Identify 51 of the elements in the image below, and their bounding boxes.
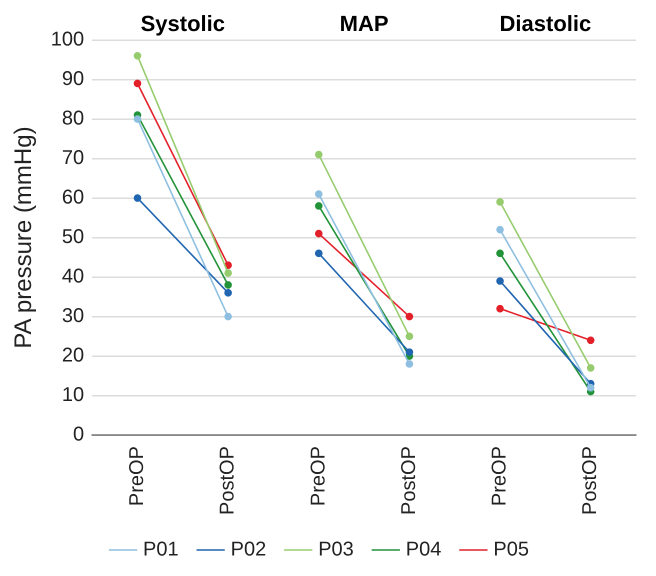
y-tick-label: 40: [62, 266, 84, 288]
y-tick-label: 80: [62, 108, 84, 130]
point: [586, 336, 594, 344]
point: [496, 198, 504, 206]
point: [224, 281, 232, 289]
point: [314, 202, 323, 210]
point: [406, 312, 414, 320]
point: [406, 360, 414, 368]
point: [224, 269, 232, 277]
y-tick-label: 10: [62, 384, 84, 406]
point: [134, 80, 142, 88]
y-tick-label: 20: [62, 344, 84, 367]
x-tick-label: PreOP: [307, 446, 330, 506]
x-tick-label: PreOP: [126, 446, 148, 506]
legend-label: P01: [143, 538, 179, 561]
point: [314, 230, 323, 238]
text: Diastolic: [500, 11, 592, 36]
point: [406, 348, 414, 356]
y-axis-title: PA pressure (mmHg): [10, 126, 38, 349]
point: [224, 312, 232, 320]
x-tick-label: PostOP: [398, 446, 420, 516]
legend-label: P03: [318, 538, 354, 561]
point: [134, 194, 142, 202]
text: Systolic: [140, 11, 225, 36]
text: MAP: [340, 11, 389, 36]
y-tick-label: 50: [62, 226, 84, 248]
legend-label: P04: [406, 538, 442, 561]
point: [586, 384, 594, 392]
point: [496, 250, 504, 258]
legend-label: P02: [230, 538, 266, 561]
point: [134, 52, 142, 60]
point: [134, 115, 142, 123]
x-tick-label: PostOP: [579, 446, 602, 516]
x-tick-label: PostOP: [216, 446, 239, 516]
y-tick-label: 90: [62, 68, 84, 90]
point: [496, 304, 504, 312]
y-tick-label: 100: [50, 28, 84, 51]
point: [314, 190, 323, 198]
y-tick-label: 70: [62, 147, 84, 170]
point: [496, 277, 504, 285]
y-tick-label: 30: [62, 305, 84, 328]
y-tick-label: 0: [73, 424, 84, 446]
point: [224, 289, 232, 297]
point: [586, 364, 594, 372]
x-tick-label: PreOP: [488, 446, 511, 506]
point: [314, 250, 323, 258]
point: [406, 332, 414, 340]
point: [496, 226, 504, 234]
point: [314, 150, 323, 158]
y-tick-label: 60: [62, 186, 84, 209]
legend-label: P05: [493, 538, 529, 561]
